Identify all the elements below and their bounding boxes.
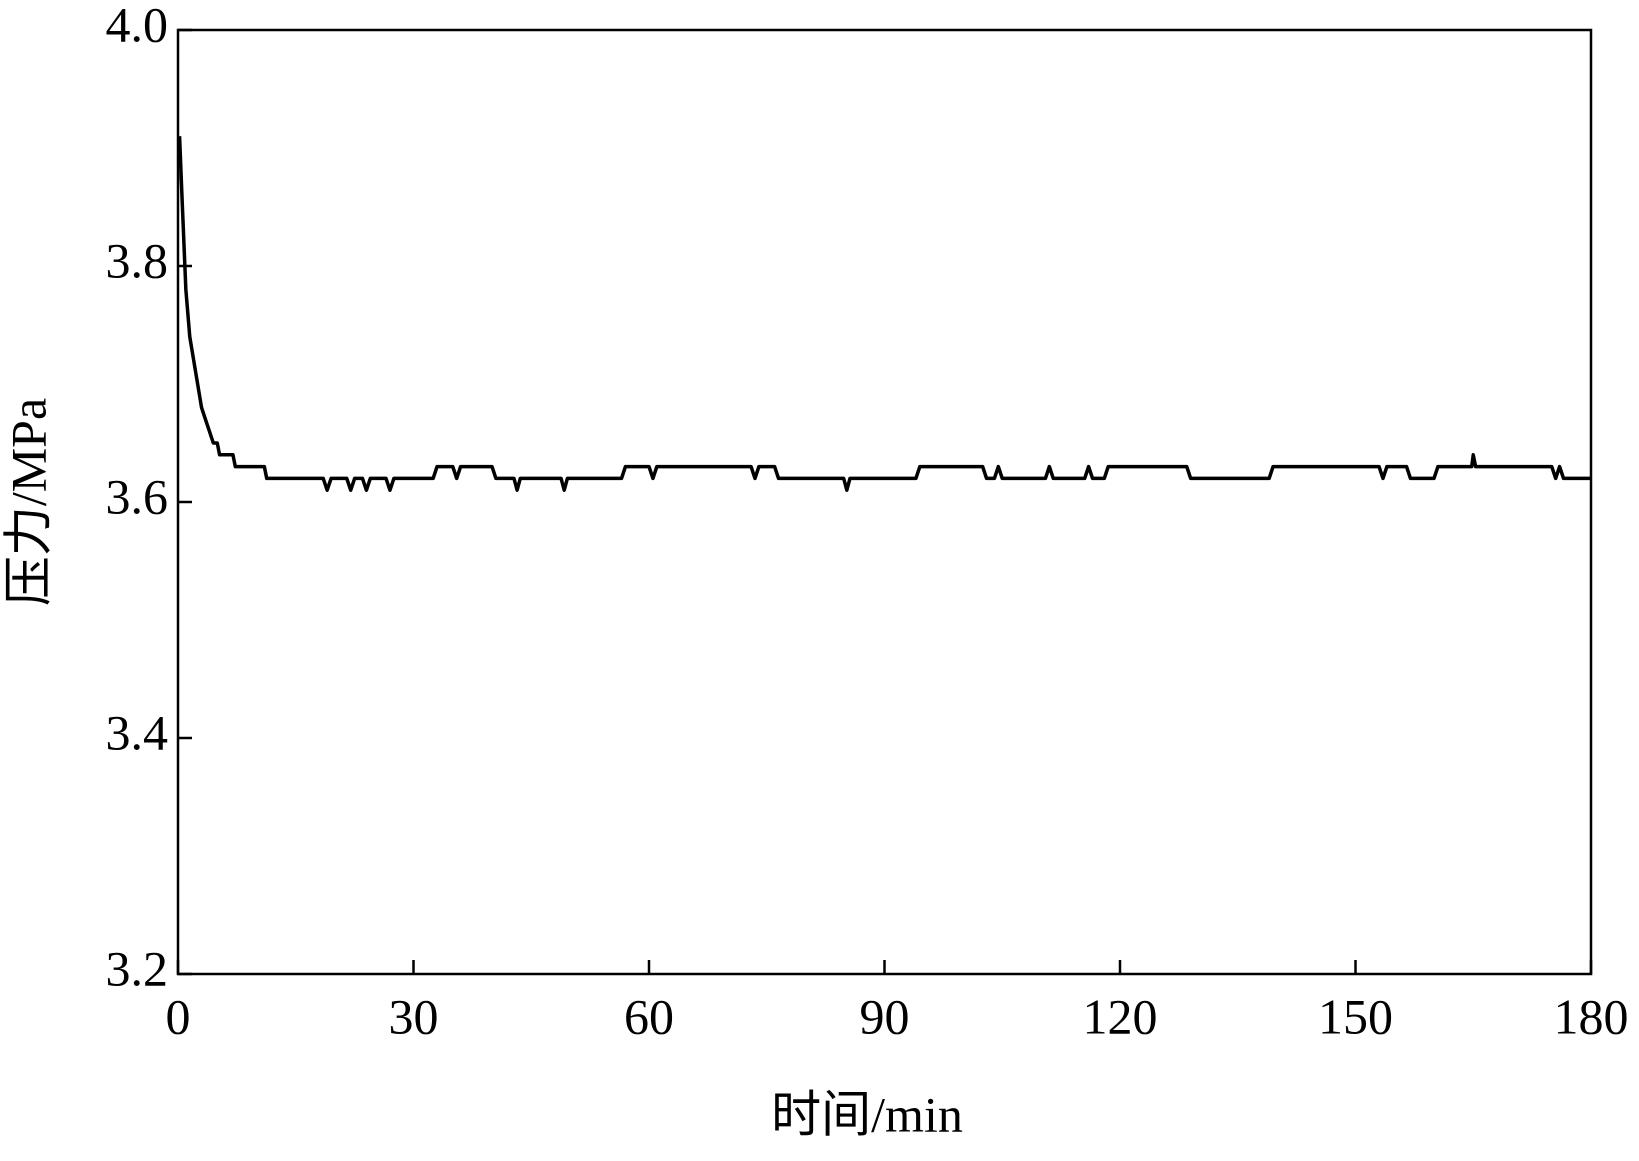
x-tick-label: 90: [860, 988, 910, 1044]
y-axis-title: 压力/MPa: [0, 398, 56, 606]
data-line: [177, 136, 1591, 492]
x-tick-label: 120: [1083, 988, 1158, 1044]
y-tick-label: 3.6: [106, 468, 169, 524]
y-tick-label: 3.8: [106, 232, 169, 288]
x-tick-label: 0: [166, 988, 191, 1044]
y-tick-label: 4.0: [106, 0, 169, 52]
plot-frame: [176, 28, 1593, 976]
x-tick-label: 60: [624, 988, 674, 1044]
x-tick-label: 30: [389, 988, 439, 1044]
x-tick-label: 180: [1554, 988, 1629, 1044]
y-tick-label: 3.2: [106, 940, 169, 996]
x-axis-title: 时间/min: [771, 1086, 963, 1142]
y-tick-label: 3.4: [106, 704, 169, 760]
x-tick-label: 150: [1318, 988, 1393, 1044]
